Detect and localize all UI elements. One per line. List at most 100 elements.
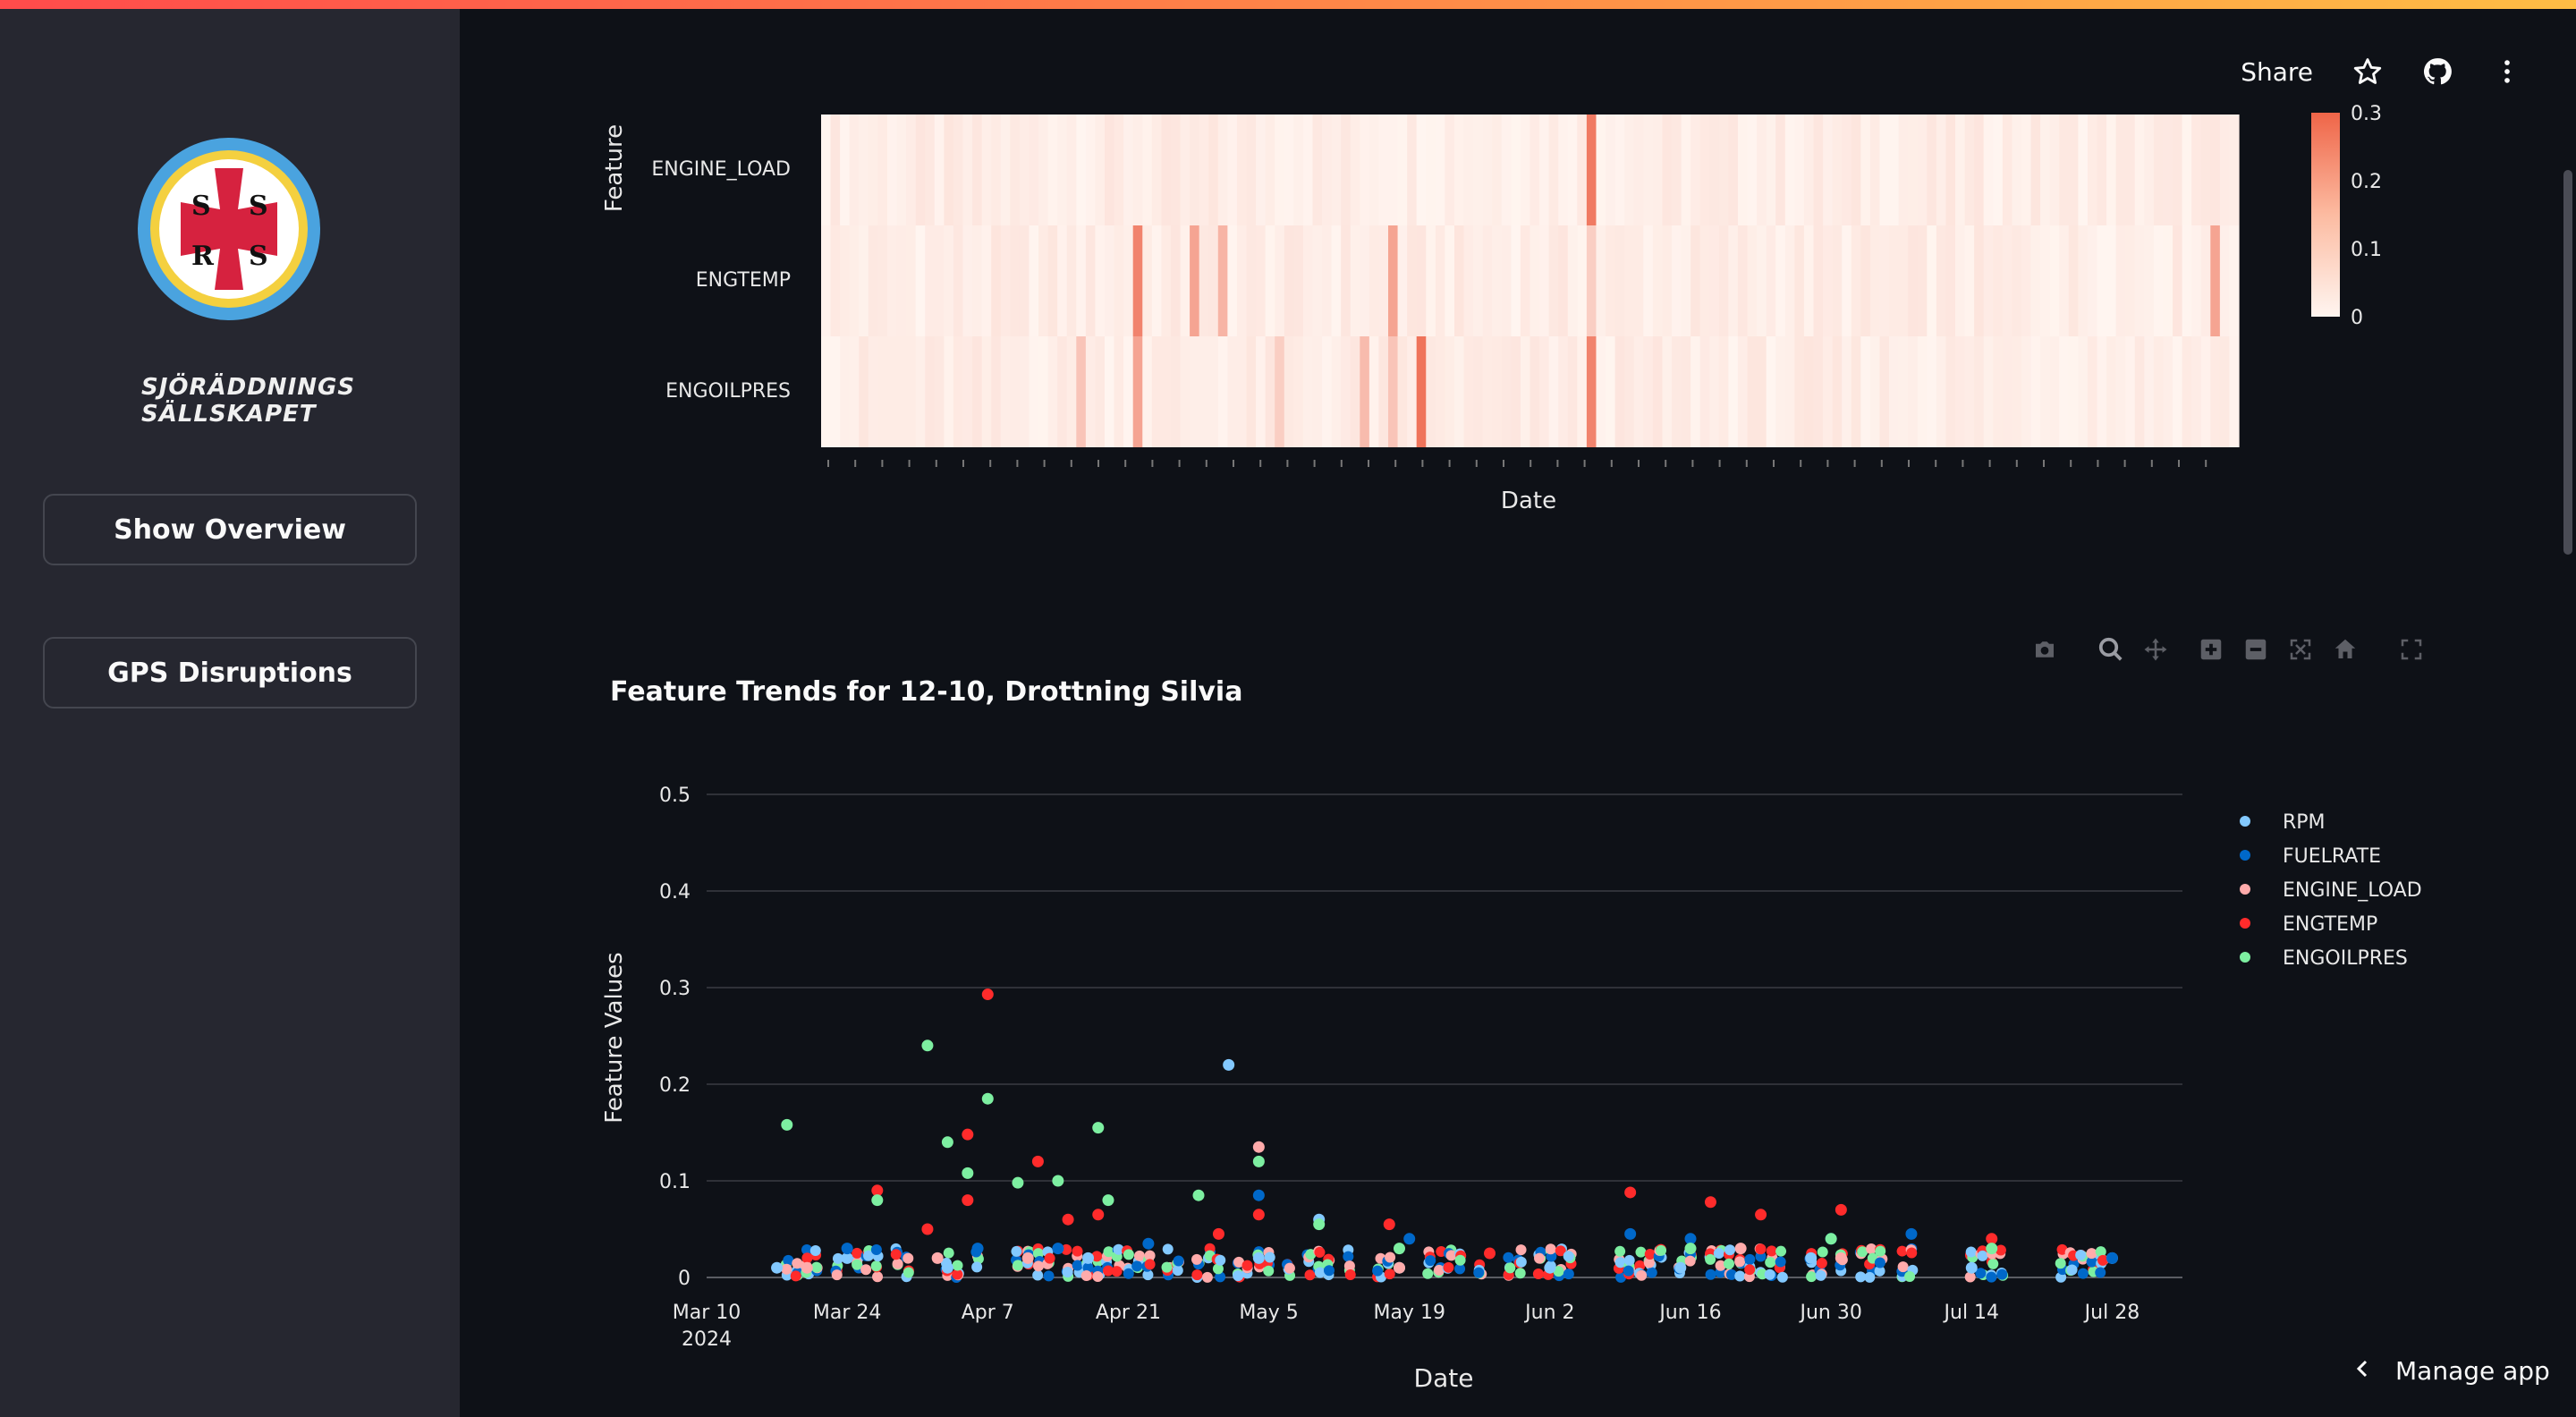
heatmap-cell[interactable]	[2049, 336, 2060, 447]
heatmap-cell[interactable]	[2173, 115, 2183, 225]
heatmap-cell[interactable]	[1217, 225, 1228, 336]
heatmap-cell[interactable]	[1775, 336, 1786, 447]
heatmap-cell[interactable]	[1000, 225, 1011, 336]
heatmap-cell[interactable]	[1539, 336, 1550, 447]
heatmap-cell[interactable]	[1813, 225, 1824, 336]
heatmap-cell[interactable]	[2191, 115, 2202, 225]
heatmap-cell[interactable]	[1293, 336, 1304, 447]
scatter-point[interactable]	[1555, 1245, 1566, 1257]
scatter-point[interactable]	[1563, 1251, 1574, 1262]
heatmap-cell[interactable]	[2068, 336, 2079, 447]
heatmap-cell[interactable]	[2219, 225, 2231, 336]
heatmap-cell[interactable]	[1737, 115, 1749, 225]
heatmap-cell[interactable]	[1208, 225, 1219, 336]
legend-marker[interactable]	[2240, 918, 2250, 929]
scatter-point[interactable]	[941, 1136, 953, 1149]
scatter-point[interactable]	[1874, 1265, 1885, 1277]
heatmap-cell[interactable]	[1151, 115, 1162, 225]
heatmap-cell[interactable]	[1596, 225, 1606, 336]
scatter-point[interactable]	[1563, 1269, 1574, 1280]
scatter-point[interactable]	[1044, 1252, 1055, 1264]
heatmap-cell[interactable]	[1869, 115, 1881, 225]
heatmap-cell[interactable]	[906, 225, 917, 336]
pan-icon[interactable]	[2141, 635, 2170, 664]
heatmap-cell[interactable]	[1293, 225, 1304, 336]
heatmap-cell[interactable]	[1917, 225, 1928, 336]
heatmap-cell[interactable]	[1803, 225, 1815, 336]
heatmap-cell[interactable]	[991, 115, 1002, 225]
scatter-point[interactable]	[783, 1254, 794, 1266]
heatmap-cell[interactable]	[1567, 115, 1578, 225]
scatter-point[interactable]	[1092, 1270, 1104, 1282]
heatmap-cell[interactable]	[1917, 115, 1928, 225]
heatmap-cell[interactable]	[1728, 225, 1739, 336]
heatmap-cell[interactable]	[1227, 336, 1238, 447]
scatter-point[interactable]	[902, 1252, 914, 1264]
scatter-point[interactable]	[1624, 1227, 1637, 1240]
scatter-point[interactable]	[852, 1259, 863, 1270]
heatmap-cell[interactable]	[1596, 336, 1606, 447]
scatter-point[interactable]	[771, 1261, 784, 1274]
scatter-point[interactable]	[1443, 1261, 1454, 1273]
heatmap-cell[interactable]	[1709, 115, 1720, 225]
heatmap-cell[interactable]	[2078, 115, 2089, 225]
scatter-point[interactable]	[1142, 1237, 1155, 1250]
heatmap-cell[interactable]	[1492, 115, 1503, 225]
legend-label[interactable]: ENGINE_LOAD	[2283, 879, 2422, 902]
heatmap-cell[interactable]	[953, 115, 964, 225]
heatmap-cell[interactable]	[2134, 115, 2145, 225]
scatter-point[interactable]	[1454, 1263, 1466, 1275]
heatmap-cell[interactable]	[1407, 336, 1418, 447]
scatter-point[interactable]	[1705, 1253, 1716, 1265]
scatter-point[interactable]	[1656, 1244, 1667, 1256]
heatmap-cell[interactable]	[925, 225, 936, 336]
scatter-point[interactable]	[1144, 1259, 1156, 1270]
heatmap-cell[interactable]	[2106, 225, 2117, 336]
heatmap-cell[interactable]	[1851, 336, 1861, 447]
heatmap-cell[interactable]	[1652, 336, 1664, 447]
scatter-point[interactable]	[1815, 1269, 1826, 1281]
heatmap-cell[interactable]	[868, 115, 878, 225]
heatmap-cell[interactable]	[1757, 115, 1767, 225]
camera-icon[interactable]	[2030, 635, 2059, 664]
heatmap-cell[interactable]	[1047, 225, 1058, 336]
heatmap-cell[interactable]	[1927, 336, 1937, 447]
manage-app-button[interactable]: Manage app	[2352, 1356, 2550, 1386]
scatter-point[interactable]	[1393, 1243, 1405, 1255]
heatmap-cell[interactable]	[1936, 225, 1947, 336]
heatmap-cell[interactable]	[1813, 336, 1824, 447]
heatmap-cell[interactable]	[1378, 225, 1389, 336]
heatmap-cell[interactable]	[1898, 336, 1909, 447]
heatmap-cell[interactable]	[1718, 225, 1729, 336]
scatter-point[interactable]	[1623, 1254, 1635, 1266]
heatmap-cell[interactable]	[1445, 225, 1455, 336]
scatter-point[interactable]	[1062, 1213, 1074, 1226]
scatter-point[interactable]	[2056, 1243, 2068, 1255]
heatmap-cell[interactable]	[830, 225, 841, 336]
heatmap-cell[interactable]	[821, 336, 832, 447]
heatmap-cell[interactable]	[1936, 336, 1947, 447]
heatmap-cell[interactable]	[896, 115, 907, 225]
scatter-point[interactable]	[1372, 1265, 1384, 1277]
scatter-point[interactable]	[1906, 1247, 1918, 1259]
heatmap-cell[interactable]	[972, 225, 983, 336]
scatter-point[interactable]	[1172, 1265, 1183, 1277]
heatmap-cell[interactable]	[2134, 336, 2145, 447]
heatmap-cell[interactable]	[1993, 336, 2004, 447]
scatter-point[interactable]	[2095, 1246, 2106, 1258]
scatter-point[interactable]	[2066, 1264, 2078, 1276]
scatter-point[interactable]	[1241, 1260, 1253, 1271]
heatmap-cell[interactable]	[2012, 225, 2022, 336]
scatter-point[interactable]	[801, 1244, 813, 1256]
heatmap-cell[interactable]	[1823, 225, 1834, 336]
heatmap-cell[interactable]	[915, 336, 926, 447]
heatmap-cell[interactable]	[1350, 225, 1360, 336]
heatmap-cell[interactable]	[1331, 336, 1342, 447]
heatmap-cell[interactable]	[859, 115, 869, 225]
heatmap-cell[interactable]	[1151, 225, 1162, 336]
scatter-point[interactable]	[1644, 1249, 1656, 1260]
scatter-point[interactable]	[1755, 1209, 1767, 1221]
heatmap-cell[interactable]	[1757, 225, 1767, 336]
heatmap-cell[interactable]	[1066, 225, 1077, 336]
scatter-point[interactable]	[1775, 1256, 1786, 1268]
